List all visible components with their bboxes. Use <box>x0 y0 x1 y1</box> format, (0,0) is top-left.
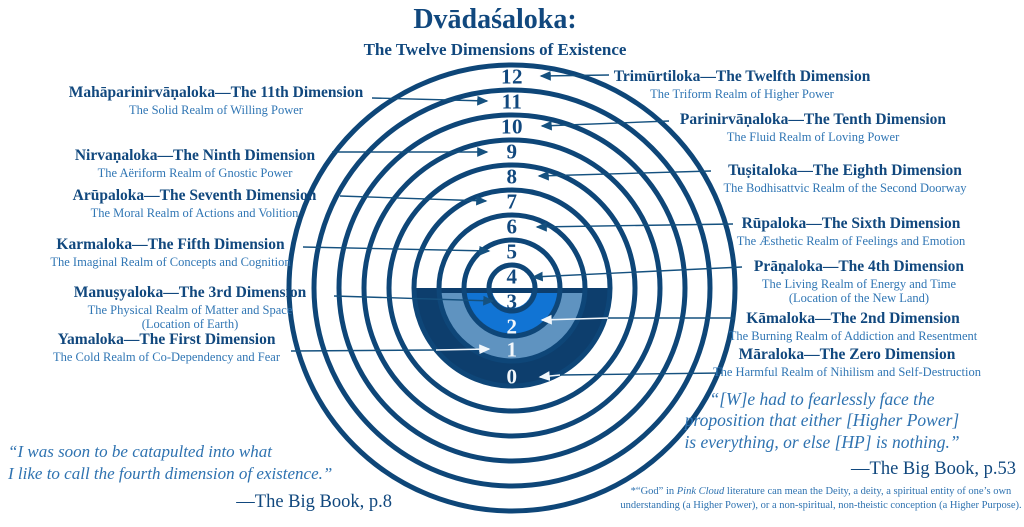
label-dim-8-subtitle: The Bodhisattvic Realm of the Second Doo… <box>723 181 967 196</box>
footnote-italic: Pink Cloud <box>676 486 725 497</box>
leader-line-2-inner <box>540 314 609 325</box>
leader-line-4 <box>531 266 743 282</box>
ring-number-5: 5 <box>506 239 518 264</box>
label-dim-9-subtitle: The Aëriform Realm of Gnostic Power <box>97 166 293 181</box>
label-dim-2-title: Kāmaloka—The 2nd Dimension <box>746 310 960 327</box>
leader-line-0-outer <box>559 372 723 376</box>
label-dim-12: Trimūrtiloka—The Twelfth Dimension The T… <box>612 68 872 101</box>
label-dim-6-subtitle: The Æsthetic Realm of Feelings and Emoti… <box>736 234 966 249</box>
label-dim-4-note: (Location of the New Land) <box>788 291 930 306</box>
leader-line-3 <box>333 295 495 306</box>
quote-big-book-p53: “[W]e had to fearlessly face the proposi… <box>628 389 1016 481</box>
label-dim-5-subtitle: The Imaginal Realm of Concepts and Cogni… <box>50 255 291 270</box>
quote-right-line1: “[W]e had to fearlessly face the <box>709 389 935 409</box>
label-dim-7-title: Arūpaloka—The Seventh Dimension <box>72 187 317 204</box>
label-dim-4-title: Prāṇaloka—The 4th Dimension <box>753 258 965 275</box>
label-dim-9: Nirvaṇaloka—The Ninth Dimension The Aëri… <box>58 147 332 180</box>
ring-number-0: 0 <box>506 364 518 389</box>
ring-circle-11 <box>311 87 713 489</box>
leader-line-10 <box>540 120 670 131</box>
label-dim-11: Mahāparinirvāṇaloka—The 11th Dimension T… <box>62 84 370 117</box>
ring-number-2: 2 <box>506 314 518 339</box>
ring-circle-8 <box>386 162 638 414</box>
label-dim-11-title: Mahāparinirvāṇaloka—The 11th Dimension <box>68 84 364 101</box>
label-dim-5-title: Karmaloka—The Fifth Dimension <box>56 236 285 253</box>
page-subtitle: The Twelve Dimensions of Existence <box>363 40 627 59</box>
quote-big-book-p8: “I was soon to be catapulted into what I… <box>8 441 392 514</box>
footnote-pre: *“God” in <box>630 486 677 497</box>
quote-right-line3: is everything, or else [HP] is nothing.” <box>684 431 960 452</box>
ring-number-8: 8 <box>506 164 518 189</box>
label-dim-6: Rūpaloka—The Sixth Dimension The Æstheti… <box>733 215 969 248</box>
label-dim-2-subtitle: The Burning Realm of Addiction and Resen… <box>728 329 978 344</box>
label-dim-9-title: Nirvaṇaloka—The Ninth Dimension <box>74 147 316 164</box>
ring-number-9: 9 <box>506 139 518 164</box>
label-dim-5: Karmaloka—The Fifth Dimension The Imagin… <box>40 236 301 269</box>
label-dim-12-subtitle: The Triform Realm of Higher Power <box>650 87 834 102</box>
leader-line-11 <box>371 95 489 106</box>
quote-left-attribution: —The Big Book, p.8 <box>236 492 392 513</box>
ring-number-3: 3 <box>506 289 518 314</box>
leader-line-1-outer <box>290 349 437 352</box>
page-title: Dvādaśaloka: <box>413 4 577 35</box>
leader-line-8 <box>537 170 712 181</box>
leader-line-7 <box>339 195 488 206</box>
ring-circle-9 <box>361 137 663 439</box>
ring-number-11: 11 <box>501 89 523 114</box>
quote-left-line1: “I was soon to be catapulted into what <box>8 442 272 461</box>
label-dim-3-title: Manuṣyaloka—The 3rd Dimension <box>73 284 307 301</box>
label-dim-12-title: Trimūrtiloka—The Twelfth Dimension <box>613 68 871 85</box>
label-dim-3: Manuṣyaloka—The 3rd Dimension The Physic… <box>48 284 332 331</box>
footnote-post: literature can mean the Deity, a deity, … <box>620 486 1022 511</box>
ring-circle-6 <box>436 212 588 364</box>
ring-circle-4 <box>486 262 538 314</box>
ring-number-6: 6 <box>506 214 518 239</box>
footnote: *“God” in Pink Cloud literature can mean… <box>620 485 1022 512</box>
label-dim-1: Yamaloka—The First Dimension The Cold Re… <box>45 331 288 364</box>
ring-number-4: 4 <box>506 264 518 289</box>
quote-right-attribution: —The Big Book, p.53 <box>851 459 1016 480</box>
label-dim-7: Arūpaloka—The Seventh Dimension The Mora… <box>50 187 339 220</box>
ring-circle-12 <box>286 62 738 514</box>
label-dim-4: Prāṇaloka—The 4th Dimension The Living R… <box>742 258 976 305</box>
leader-line-5 <box>302 245 491 256</box>
label-dim-10-title: Parinirvāṇaloka—The Tenth Dimension <box>679 111 947 128</box>
leader-line-6 <box>535 221 734 232</box>
equator-band <box>412 288 612 293</box>
ring-circle-10 <box>336 112 688 464</box>
label-dim-10: Parinirvāṇaloka—The Tenth Dimension The … <box>670 111 956 144</box>
ring-number-12: 12 <box>501 64 523 89</box>
label-dim-2: Kāmaloka—The 2nd Dimension The Burning R… <box>729 310 978 343</box>
ring-circle-7 <box>411 187 613 389</box>
label-dim-1-subtitle: The Cold Realm of Co-Dependency and Fear <box>52 350 280 365</box>
label-dim-11-subtitle: The Solid Realm of Willing Power <box>129 103 303 118</box>
label-dim-0-subtitle: The Harmful Realm of Nihilism and Self-D… <box>713 365 981 380</box>
quote-left-line2: I like to call the fourth dimension of e… <box>8 464 333 484</box>
label-dim-1-title: Yamaloka—The First Dimension <box>57 331 276 348</box>
label-dim-3-subtitle: The Physical Realm of Matter and Space <box>87 303 293 318</box>
ring-number-7: 7 <box>506 189 518 214</box>
quote-right-line2: proposition that either [Higher Power] <box>684 410 960 431</box>
label-dim-8: Tuṣitaloka—The Eighth Dimension The Bodh… <box>712 162 978 195</box>
label-dim-0: Māraloka—The Zero Dimension The Harmful … <box>713 346 981 379</box>
label-dim-7-subtitle: The Moral Realm of Actions and Volition <box>90 206 299 221</box>
label-dim-0-title: Māraloka—The Zero Dimension <box>738 346 956 363</box>
leader-line-0-inner <box>538 371 561 381</box>
ring-outlines <box>286 62 738 514</box>
label-dim-6-title: Rūpaloka—The Sixth Dimension <box>741 215 961 232</box>
leader-line-1-inner <box>435 344 491 355</box>
label-dim-4-subtitle: The Living Realm of Energy and Time <box>761 277 957 292</box>
leader-lines <box>290 70 743 381</box>
ring-number-1: 1 <box>506 337 518 362</box>
ring-number-10: 10 <box>501 114 523 139</box>
ring-circle-5 <box>461 237 563 339</box>
label-dim-10-subtitle: The Fluid Realm of Loving Power <box>726 130 900 145</box>
label-dim-3-note: (Location of Earth) <box>141 317 239 332</box>
leader-line-12 <box>539 70 610 81</box>
label-dim-8-title: Tuṣitaloka—The Eighth Dimension <box>728 162 962 179</box>
